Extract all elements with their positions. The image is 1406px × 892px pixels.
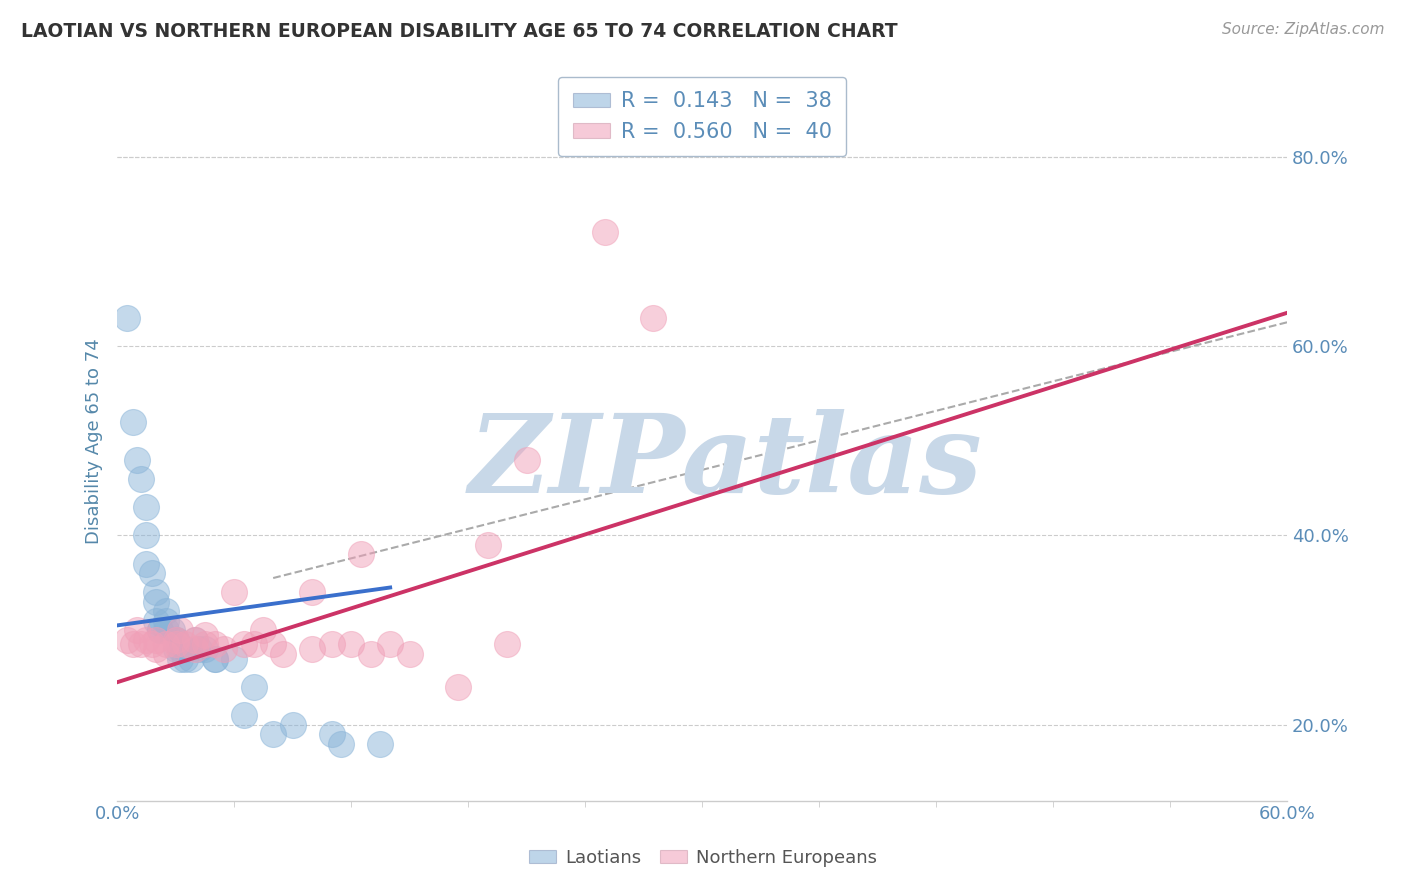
Point <box>242 680 264 694</box>
Point <box>194 628 217 642</box>
Point <box>232 637 254 651</box>
Point <box>155 623 177 637</box>
Point <box>160 623 183 637</box>
Point <box>194 642 217 657</box>
Point <box>643 310 665 325</box>
Point <box>360 647 382 661</box>
Point <box>174 642 197 657</box>
Point <box>149 623 172 637</box>
Point <box>129 472 152 486</box>
Point <box>271 647 294 661</box>
Point <box>340 637 363 651</box>
Point <box>169 623 191 637</box>
Point <box>174 637 197 651</box>
Point <box>330 737 353 751</box>
Y-axis label: Disability Age 65 to 74: Disability Age 65 to 74 <box>86 338 103 543</box>
Point <box>165 632 187 647</box>
Point <box>155 637 177 651</box>
Point <box>242 637 264 651</box>
Point <box>262 637 284 651</box>
Legend: R =  0.143   N =  38, R =  0.560   N =  40: R = 0.143 N = 38, R = 0.560 N = 40 <box>558 77 846 156</box>
Point <box>593 225 616 239</box>
Point <box>232 708 254 723</box>
Point <box>262 727 284 741</box>
Point <box>496 637 519 651</box>
Point <box>184 632 207 647</box>
Point <box>204 651 226 665</box>
Point <box>145 632 167 647</box>
Point <box>141 637 163 651</box>
Point <box>204 651 226 665</box>
Point <box>321 727 343 741</box>
Point <box>184 632 207 647</box>
Point <box>165 632 187 647</box>
Text: Source: ZipAtlas.com: Source: ZipAtlas.com <box>1222 22 1385 37</box>
Point <box>214 642 236 657</box>
Point <box>188 642 211 657</box>
Point <box>155 647 177 661</box>
Point <box>378 637 401 651</box>
Point <box>149 623 172 637</box>
Point <box>125 452 148 467</box>
Point <box>121 415 143 429</box>
Point <box>301 642 323 657</box>
Point <box>224 651 246 665</box>
Point <box>165 637 187 651</box>
Point <box>169 651 191 665</box>
Point <box>516 452 538 467</box>
Point <box>141 566 163 581</box>
Point <box>184 642 207 657</box>
Point <box>135 557 157 571</box>
Point <box>121 637 143 651</box>
Point <box>145 614 167 628</box>
Point <box>350 547 373 561</box>
Legend: Laotians, Northern Europeans: Laotians, Northern Europeans <box>522 842 884 874</box>
Point <box>180 651 202 665</box>
Point <box>145 595 167 609</box>
Point <box>115 310 138 325</box>
Text: LAOTIAN VS NORTHERN EUROPEAN DISABILITY AGE 65 TO 74 CORRELATION CHART: LAOTIAN VS NORTHERN EUROPEAN DISABILITY … <box>21 22 897 41</box>
Point <box>174 651 197 665</box>
Point <box>155 604 177 618</box>
Point <box>115 632 138 647</box>
Point <box>135 632 157 647</box>
Point <box>165 632 187 647</box>
Point <box>145 642 167 657</box>
Point <box>125 623 148 637</box>
Point <box>252 623 274 637</box>
Point <box>135 500 157 514</box>
Point <box>145 585 167 599</box>
Point <box>301 585 323 599</box>
Point <box>165 642 187 657</box>
Point <box>129 637 152 651</box>
Point <box>135 528 157 542</box>
Point <box>204 637 226 651</box>
Point <box>155 614 177 628</box>
Point <box>281 718 304 732</box>
Point <box>321 637 343 651</box>
Point <box>447 680 470 694</box>
Point <box>169 642 191 657</box>
Point <box>194 637 217 651</box>
Point <box>370 737 392 751</box>
Point <box>224 585 246 599</box>
Text: ZIPatlas: ZIPatlas <box>468 409 983 516</box>
Point <box>398 647 420 661</box>
Point <box>477 538 499 552</box>
